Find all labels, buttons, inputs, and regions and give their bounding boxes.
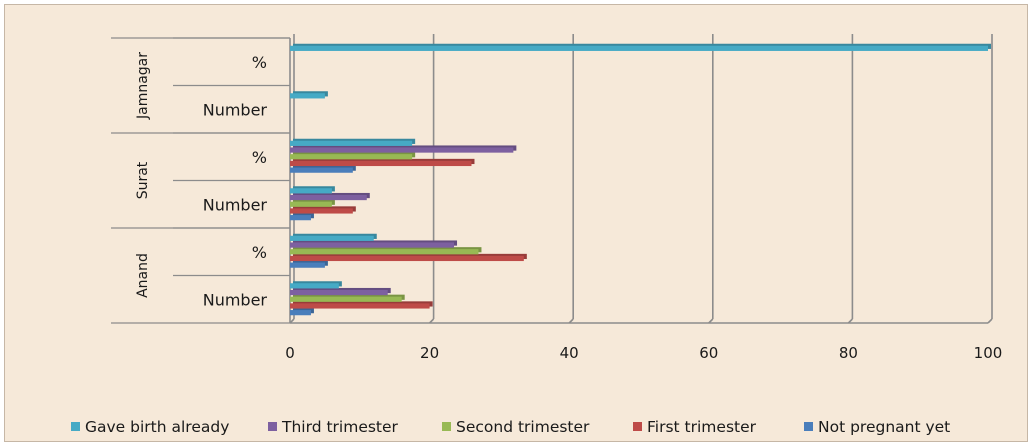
legend-label: Second trimester	[456, 418, 590, 436]
x-tick-label: 80	[839, 344, 858, 362]
legend-item-first-trimester: First trimester	[633, 418, 757, 436]
bar-front-face	[290, 255, 524, 262]
bar-first-trimester	[290, 158, 475, 167]
bar-second-trimester	[290, 294, 405, 302]
legend-swatch	[268, 422, 277, 431]
legend-label: Not pregnant yet	[818, 418, 950, 436]
bar-second-trimester	[290, 247, 482, 255]
bar-front-face	[290, 310, 311, 316]
x-tick-label: 100	[974, 344, 1003, 362]
legend-item-second-trimester: Second trimester	[442, 418, 590, 436]
plot-area	[290, 38, 988, 323]
x-tick-label: 40	[560, 344, 579, 362]
bar-front-face	[290, 283, 339, 289]
bar-first-trimester	[290, 301, 433, 309]
bar-third-trimester	[290, 240, 458, 248]
category-label: Number	[203, 290, 268, 309]
legend-swatch	[633, 422, 642, 431]
bar-front-face	[290, 154, 413, 160]
legend-item-not-pregnant-yet: Not pregnant yet	[804, 418, 950, 436]
legend-swatch	[71, 422, 80, 431]
group-label-surat: Surat	[135, 161, 151, 199]
bar-front-face	[290, 188, 332, 194]
bar-chart: 0 20 40 60 80 100 Number% Number% Number% Anand S…	[71, 34, 1003, 436]
bar-gave-birth-already	[290, 233, 377, 241]
bar-second-trimester	[290, 152, 416, 160]
bar-gave-birth-already	[290, 43, 991, 51]
legend-swatch	[442, 422, 451, 431]
legend-swatch	[804, 422, 813, 431]
bar-not-pregnant-yet	[290, 308, 314, 316]
legend-label: Third trimester	[281, 418, 399, 436]
bar-front-face	[290, 296, 402, 302]
bar-front-face	[290, 140, 413, 146]
category-label: %	[252, 148, 267, 167]
bar-front-face	[290, 289, 388, 296]
bar-front-face	[290, 147, 514, 153]
legend-item-third-trimester: Third trimester	[268, 418, 399, 436]
bar-gave-birth-already	[290, 91, 328, 99]
bar-front-face	[290, 235, 374, 241]
legend-label: Gave birth already	[85, 418, 229, 436]
category-label: Number	[203, 195, 268, 214]
category-label: %	[252, 243, 267, 262]
bar-third-trimester	[290, 287, 391, 296]
bar-third-trimester	[290, 145, 517, 153]
bar-front-face	[290, 194, 367, 201]
bar-not-pregnant-yet	[290, 165, 356, 173]
category-label: %	[252, 53, 267, 72]
bar-not-pregnant-yet	[290, 260, 328, 268]
legend-label: First trimester	[647, 418, 757, 436]
x-tick-label: 20	[420, 344, 439, 362]
bar-second-trimester	[290, 199, 335, 207]
bar-front-face	[290, 45, 988, 51]
bar-front-face	[290, 167, 353, 173]
category-label: Number	[203, 100, 268, 119]
bar-front-face	[290, 160, 472, 167]
bar-gave-birth-already	[290, 186, 335, 194]
bar-front-face	[290, 208, 353, 214]
chart-frame: 0 20 40 60 80 100 Number% Number% Number% Anand S…	[4, 4, 1028, 442]
x-tick-label: 0	[285, 344, 295, 362]
group-label-jamnagar: Jamnagar	[135, 52, 151, 120]
bar-first-trimester	[290, 253, 527, 262]
bar-gave-birth-already	[290, 138, 416, 146]
bar-gave-birth-already	[290, 281, 342, 289]
bar-front-face	[290, 93, 325, 99]
bar-front-face	[290, 262, 325, 268]
bar-third-trimester	[290, 192, 370, 201]
bar-front-face	[290, 249, 479, 255]
x-tick-label: 60	[699, 344, 718, 362]
bar-front-face	[290, 303, 430, 309]
gridline-foot	[987, 318, 993, 324]
bar-front-face	[290, 242, 455, 248]
bar-not-pregnant-yet	[290, 213, 314, 221]
bar-first-trimester	[290, 206, 356, 214]
group-label-anand: Anand	[135, 253, 151, 298]
bar-front-face	[290, 201, 332, 207]
legend-item-gave-birth-already: Gave birth already	[71, 418, 229, 436]
bar-front-face	[290, 215, 311, 221]
